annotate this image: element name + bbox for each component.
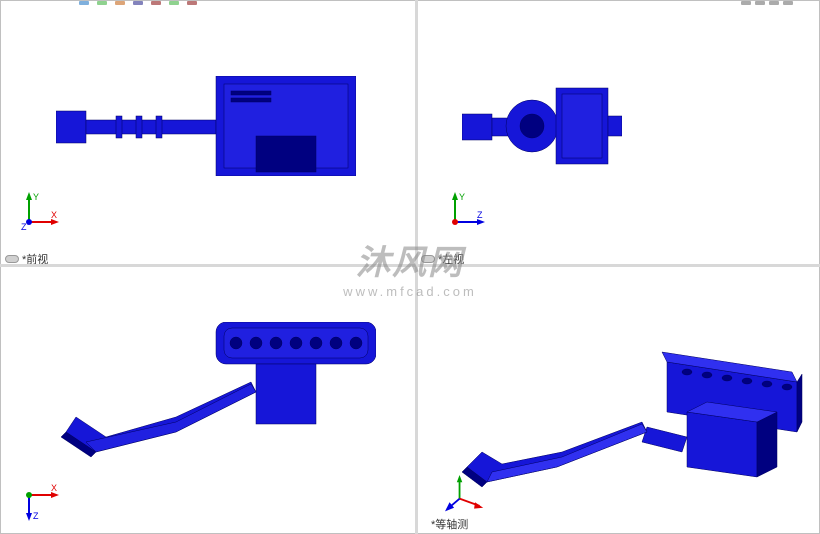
model-iso-view [447, 322, 807, 492]
toolbar-icon[interactable] [769, 1, 779, 5]
viewport-divider-horizontal[interactable] [0, 264, 820, 267]
svg-text:Z: Z [477, 210, 483, 220]
toolbar-icon[interactable] [115, 1, 125, 5]
toolbar-icon[interactable] [783, 1, 793, 5]
view-mode-icon[interactable] [421, 255, 435, 263]
viewport-toolbar [741, 1, 793, 5]
svg-text:Z: Z [33, 511, 39, 521]
view-label-iso: *等轴测 [431, 516, 468, 532]
viewport-isometric[interactable]: *等轴测 [416, 266, 820, 534]
svg-text:Y: Y [459, 192, 465, 202]
toolbar-icon[interactable] [741, 1, 751, 5]
toolbar-icon[interactable] [151, 1, 161, 5]
view-label-text: *等轴测 [431, 516, 468, 532]
svg-text:X: X [51, 210, 57, 220]
toolbar-icon[interactable] [79, 1, 89, 5]
axis-gizmo[interactable]: Y Z [447, 190, 487, 230]
viewport-front[interactable]: Y X Z *前视 [0, 0, 416, 266]
axis-gizmo[interactable]: Y X Z [21, 190, 61, 230]
viewport-toolbar [79, 1, 197, 5]
axis-gizmo[interactable] [445, 475, 485, 515]
svg-text:X: X [51, 483, 57, 493]
toolbar-icon[interactable] [97, 1, 107, 5]
model-front-view [56, 76, 356, 176]
viewport-top[interactable]: X Z [0, 266, 416, 534]
viewport-grid: Y X Z *前视 [0, 0, 820, 534]
model-left-view [462, 76, 622, 176]
svg-text:Z: Z [21, 222, 27, 230]
toolbar-icon[interactable] [755, 1, 765, 5]
viewport-left[interactable]: Y Z *左视 [416, 0, 820, 266]
axis-gizmo[interactable]: X Z [21, 481, 61, 521]
viewport-divider-vertical[interactable] [415, 0, 418, 534]
svg-text:Y: Y [33, 192, 39, 202]
model-top-view [56, 322, 376, 462]
toolbar-icon[interactable] [133, 1, 143, 5]
view-mode-icon[interactable] [5, 255, 19, 263]
toolbar-icon[interactable] [169, 1, 179, 5]
toolbar-icon[interactable] [187, 1, 197, 5]
